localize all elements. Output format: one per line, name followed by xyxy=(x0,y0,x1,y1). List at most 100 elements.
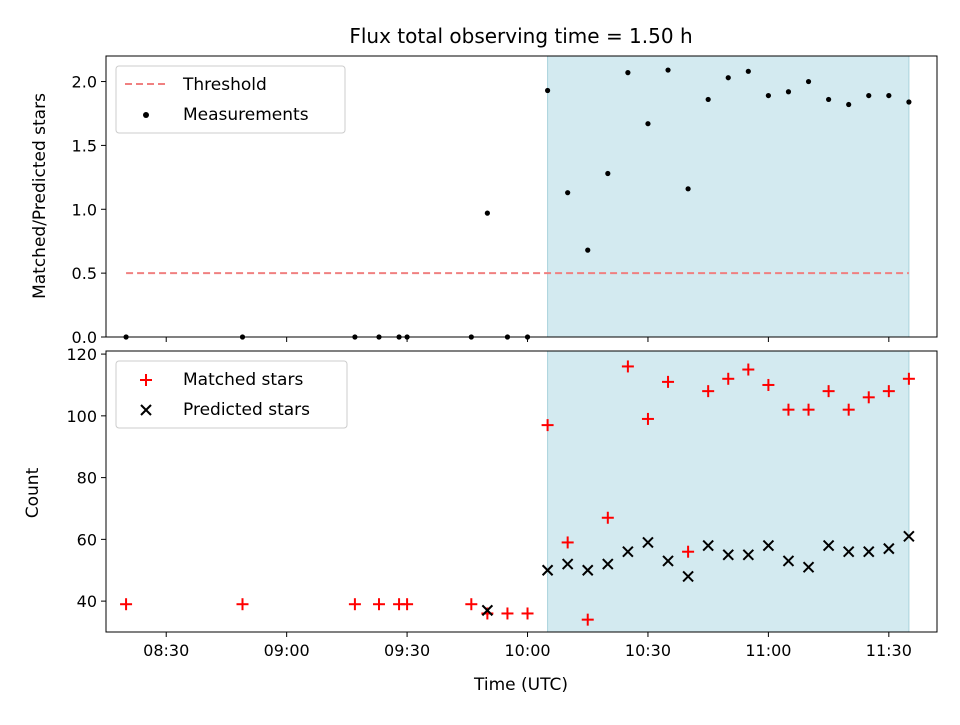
predicted-star-point xyxy=(541,564,554,576)
matched-star-point xyxy=(120,598,133,611)
predicted-star-point xyxy=(802,561,815,573)
predicted-star-point xyxy=(863,546,875,558)
measurement-point xyxy=(745,68,751,74)
x-tick-label: 10:30 xyxy=(625,641,671,660)
matched-star-point xyxy=(782,403,795,416)
measurement-point xyxy=(866,92,872,99)
measurement-point xyxy=(585,247,591,253)
predicted-star-point xyxy=(642,536,654,549)
top-x-ticks xyxy=(165,337,890,342)
matched-star-point xyxy=(902,372,915,385)
measurement-point xyxy=(565,190,571,196)
legend-matched-label: Matched stars xyxy=(183,370,303,390)
predicted-star-point xyxy=(682,570,694,583)
measurement-point xyxy=(826,96,832,103)
y-tick-label: 1.0 xyxy=(72,200,97,219)
matched-star-point xyxy=(842,403,855,416)
legend-measurements-swatch xyxy=(143,112,149,118)
measurement-point xyxy=(765,92,771,99)
x-tick-label: 10:00 xyxy=(504,641,550,660)
x-tick-label: 09:00 xyxy=(264,641,310,660)
legend-matched-swatch xyxy=(140,374,152,386)
x-tick-label: 08:30 xyxy=(143,641,189,660)
measurement-point xyxy=(805,78,812,85)
count-points xyxy=(120,360,915,626)
predicted-star-point xyxy=(822,539,835,552)
measurement-point xyxy=(605,170,611,177)
measurement-point xyxy=(484,210,490,216)
observing-window-band xyxy=(547,55,910,338)
top-legend: Threshold Measurements xyxy=(115,65,346,134)
legend-threshold-label: Threshold xyxy=(182,75,267,95)
y-tick-label: 40 xyxy=(77,592,97,611)
measurement-point xyxy=(645,121,651,127)
measurement-point xyxy=(906,99,912,105)
y-tick-label: 80 xyxy=(77,469,97,488)
y-tick-label: 60 xyxy=(77,530,97,549)
predicted-star-point xyxy=(702,539,714,552)
measurement-point xyxy=(705,96,711,103)
measurement-point xyxy=(665,67,671,73)
observing-window-bottom xyxy=(547,350,910,633)
matched-star-point xyxy=(401,598,414,611)
bottom-legend: Matched stars Predicted stars xyxy=(115,360,348,429)
predicted-star-point xyxy=(883,542,895,555)
y-tick-label: 2.0 xyxy=(72,73,97,92)
y-tick-label: 0.5 xyxy=(72,264,97,283)
matched-star-point xyxy=(561,536,574,549)
predicted-star-point xyxy=(561,558,574,570)
matched-star-point xyxy=(682,545,695,558)
predicted-star-point xyxy=(782,555,795,567)
matched-star-point xyxy=(501,607,514,620)
matched-star-point xyxy=(702,385,715,398)
x-tick-label: 09:30 xyxy=(384,641,430,660)
matched-star-point xyxy=(621,360,634,373)
matched-star-point xyxy=(742,363,755,376)
y-tick-label: 1.5 xyxy=(72,136,97,155)
matched-star-point xyxy=(465,598,478,611)
bottom-y-ticks: 40 60 80 100 120 xyxy=(66,345,106,611)
matched-star-point xyxy=(722,372,735,385)
predicted-star-point xyxy=(903,530,915,542)
predicted-star-point xyxy=(602,558,614,570)
bottom-axes-frame xyxy=(105,350,938,633)
observing-window-top xyxy=(547,55,910,338)
predicted-star-point xyxy=(842,546,855,558)
bottom-panel: 40 60 80 100 120 08:30 09:00 09:30 10:00 10:30 11… xyxy=(23,345,938,695)
predicted-star-point xyxy=(582,564,594,576)
legend-predicted-swatch xyxy=(140,404,152,416)
observing-window-band xyxy=(547,350,910,633)
x-tick-label: 11:00 xyxy=(745,641,791,660)
matched-star-point xyxy=(822,385,835,398)
matched-star-point xyxy=(882,385,895,398)
bottom-x-ticks: 08:30 09:00 09:30 10:00 10:30 11:00 11:30 xyxy=(143,632,912,660)
matched-star-point xyxy=(581,613,594,626)
x-tick-label: 11:30 xyxy=(866,641,912,660)
y-tick-label: 100 xyxy=(66,407,97,426)
matched-star-point xyxy=(641,412,654,425)
predicted-star-point xyxy=(481,604,494,617)
measurement-point xyxy=(785,89,792,95)
top-y-axis-label: Matched/Predicted stars xyxy=(30,93,50,299)
predicted-star-point xyxy=(722,549,734,561)
y-tick-label: 0.0 xyxy=(72,328,97,347)
legend-measurements-label: Measurements xyxy=(183,105,309,125)
measurement-point xyxy=(886,92,892,99)
matched-star-point xyxy=(762,378,775,391)
measurement-point xyxy=(846,101,852,108)
x-axis-label: Time (UTC) xyxy=(473,675,568,695)
bottom-y-axis-label: Count xyxy=(23,467,43,518)
legend-predicted-label: Predicted stars xyxy=(183,400,310,420)
matched-star-point xyxy=(662,375,675,388)
measurement-point xyxy=(544,87,551,94)
matched-star-point xyxy=(348,598,361,611)
measurement-point xyxy=(725,75,731,81)
matched-star-point xyxy=(521,607,534,620)
matched-star-point xyxy=(236,598,249,611)
top-panel: 0.00.51.01.52.0 Matched/Predicted stars … xyxy=(30,55,938,347)
top-y-ticks: 0.0 0.5 1.0 1.5 2.0 xyxy=(72,73,106,347)
matched-star-point xyxy=(372,598,385,611)
matched-star-point xyxy=(802,403,815,416)
y-tick-label: 120 xyxy=(66,345,97,364)
